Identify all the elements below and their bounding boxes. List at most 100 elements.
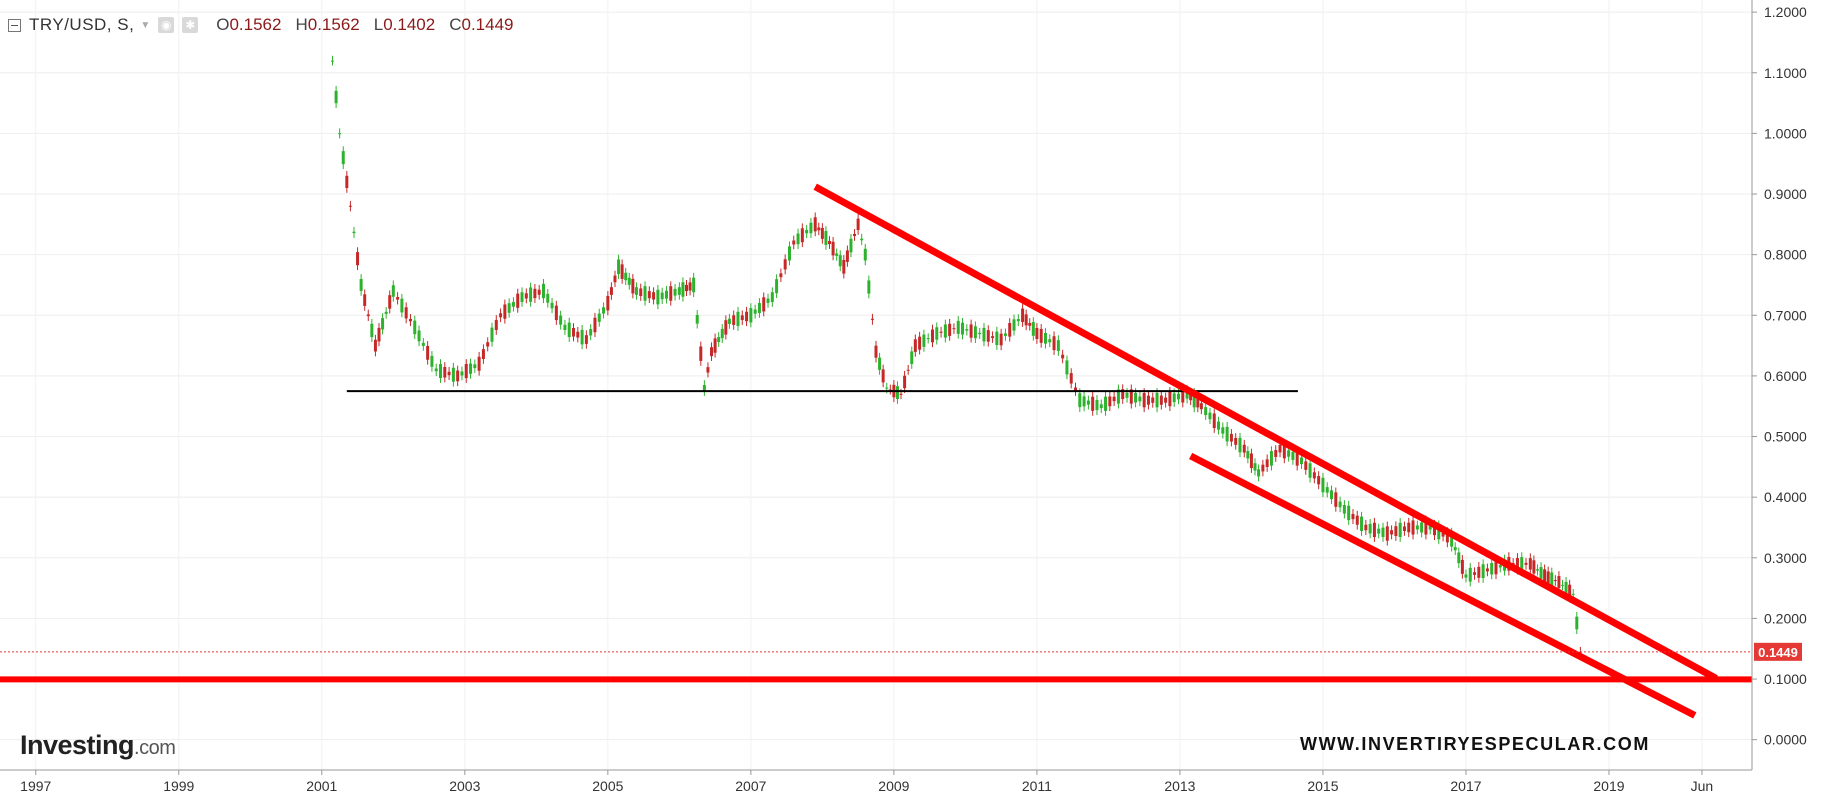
y-tick-label: 0.4000 xyxy=(1764,489,1807,505)
candle-body xyxy=(1086,400,1090,405)
candle-body xyxy=(779,273,783,278)
candle-body xyxy=(486,342,490,347)
candle-body xyxy=(783,259,787,270)
trend-channel-line xyxy=(813,183,1718,682)
candle-body xyxy=(373,339,377,352)
candle-body xyxy=(377,327,381,342)
x-tick-label: 2005 xyxy=(592,778,623,794)
candle-body xyxy=(1199,403,1203,410)
candle-body xyxy=(341,151,345,165)
candle-body xyxy=(922,334,926,347)
candle-body xyxy=(1390,530,1394,535)
candle-body xyxy=(1564,581,1568,595)
x-tick-label: Jun xyxy=(1691,778,1714,794)
candle-body xyxy=(481,349,485,360)
candle-body xyxy=(753,309,757,314)
low-value: 0.1402 xyxy=(383,15,436,34)
candle-body xyxy=(1377,528,1381,534)
candle-body xyxy=(1016,319,1020,322)
candle-body xyxy=(1282,443,1286,459)
chevron-down-icon[interactable]: ▼ xyxy=(140,19,151,31)
y-tick-label: 0.5000 xyxy=(1764,429,1807,445)
candle-body xyxy=(1295,451,1299,466)
ohlc-values: O0.1562 H0.1562 L0.1402 C0.1449 xyxy=(216,15,513,35)
candle-body xyxy=(952,328,956,330)
candle-body xyxy=(1304,461,1308,470)
candle-body xyxy=(537,289,541,295)
candle-body xyxy=(1028,322,1032,326)
candle-body xyxy=(1091,396,1095,411)
candle-body xyxy=(713,338,717,353)
candle-body xyxy=(885,387,889,389)
candle-body xyxy=(813,217,817,232)
candle-body xyxy=(1234,437,1238,445)
candle-body xyxy=(1334,492,1338,507)
candle-body xyxy=(1457,552,1461,564)
candle-body xyxy=(727,318,731,324)
candle-body xyxy=(473,364,477,369)
candle-body xyxy=(732,315,736,325)
candle-body xyxy=(580,329,584,345)
logo-brand: Investing xyxy=(20,730,135,760)
candle-body xyxy=(1134,393,1138,403)
candle-body xyxy=(906,369,910,371)
candle-body xyxy=(1208,412,1212,420)
candle-body xyxy=(881,369,885,383)
candle-body xyxy=(684,284,688,292)
collapse-icon[interactable] xyxy=(8,18,21,32)
candle-body xyxy=(817,227,821,231)
candle-body xyxy=(926,338,930,340)
candle-body xyxy=(1155,392,1159,408)
candle-body xyxy=(447,371,451,376)
candle-body xyxy=(1099,404,1103,409)
eye-icon[interactable]: ◉ xyxy=(158,17,175,33)
gear-icon[interactable]: ✱ xyxy=(182,17,199,33)
candle-body xyxy=(1168,391,1172,407)
candle-body xyxy=(1498,565,1502,568)
candle-body xyxy=(1546,571,1550,584)
candle-body xyxy=(1221,427,1225,434)
candle-body xyxy=(853,233,857,237)
candle-body xyxy=(617,259,621,275)
candle-body xyxy=(1571,593,1575,595)
candle-body xyxy=(366,314,370,317)
candle-body xyxy=(978,332,982,335)
candle-body xyxy=(1108,396,1112,407)
candle-body xyxy=(1460,559,1464,574)
candle-body xyxy=(895,386,899,399)
candle-body xyxy=(1112,396,1116,402)
candle-body xyxy=(1192,392,1196,408)
candle-body xyxy=(688,282,692,291)
candle-body xyxy=(1249,453,1253,469)
candle-body xyxy=(706,367,710,373)
candle-body xyxy=(507,303,511,313)
candle-body xyxy=(417,330,421,342)
candle-body xyxy=(888,389,892,391)
candle-body xyxy=(1246,451,1250,459)
candle-body xyxy=(1398,522,1402,538)
candle-body xyxy=(943,324,947,338)
candle-body xyxy=(1535,569,1539,571)
candle-body xyxy=(910,351,914,365)
candle-body xyxy=(439,364,443,379)
candle-body xyxy=(935,327,939,340)
x-tick-label: 2015 xyxy=(1307,778,1338,794)
candle-body xyxy=(1012,319,1016,331)
candle-body xyxy=(516,293,520,308)
candle-body xyxy=(464,364,468,379)
candle-body xyxy=(720,328,724,339)
candle-body xyxy=(456,370,460,382)
candle-body xyxy=(1043,332,1047,344)
candle-body xyxy=(606,295,610,311)
candle-body xyxy=(913,339,917,352)
last-price-line: 0.1449 xyxy=(0,642,1802,661)
candle-body xyxy=(1257,469,1261,477)
x-tick-label: 2019 xyxy=(1593,778,1624,794)
candle-body xyxy=(460,371,464,376)
candle-body xyxy=(1342,504,1346,514)
candle-body xyxy=(930,329,934,343)
candle-body xyxy=(609,287,613,295)
candle-body xyxy=(356,252,360,266)
